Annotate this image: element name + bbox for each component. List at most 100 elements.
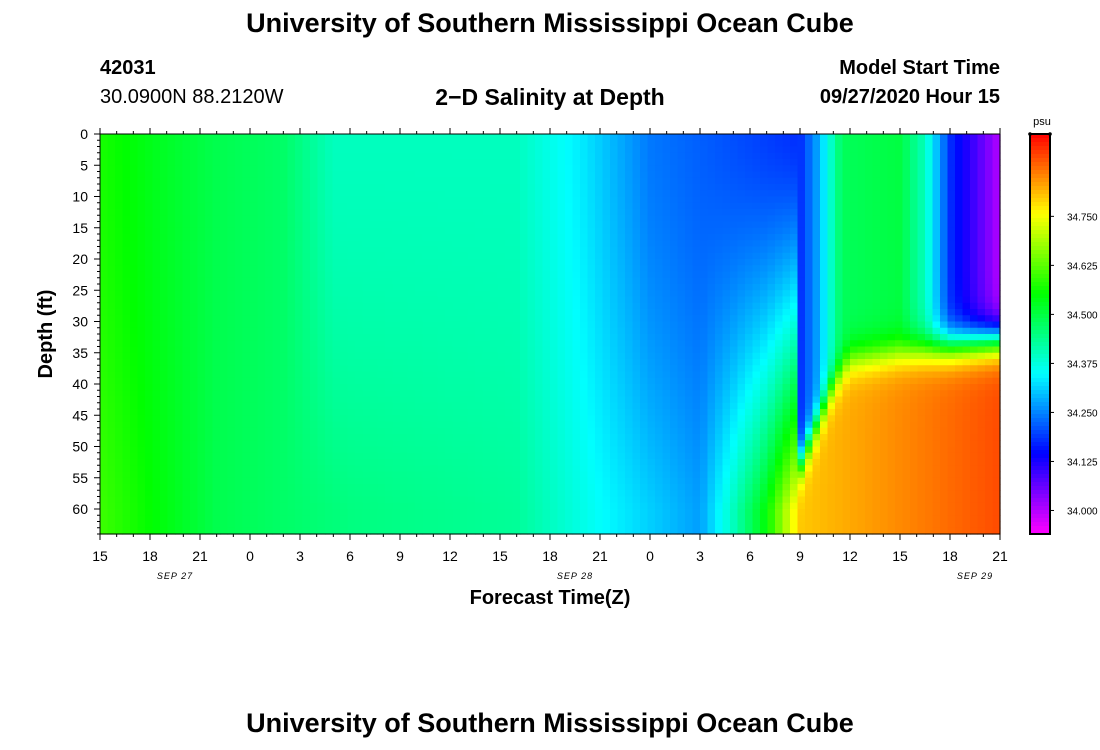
heatmap-cell: [242, 384, 251, 391]
heatmap-cell: [617, 434, 626, 441]
heatmap-cell: [295, 340, 304, 348]
heatmap-cell: [527, 365, 536, 373]
heatmap-cell: [520, 359, 529, 366]
heatmap-cell: [235, 177, 244, 185]
heatmap-cell: [625, 177, 634, 185]
heatmap-cell: [647, 177, 656, 185]
heatmap-cell: [152, 321, 161, 329]
heatmap-cell: [332, 321, 341, 329]
heatmap-cell: [310, 415, 319, 423]
heatmap-cell: [490, 346, 499, 354]
heatmap-cell: [152, 371, 161, 379]
heatmap-cell: [557, 177, 566, 185]
heatmap-cell: [587, 271, 596, 279]
heatmap-cell: [160, 227, 169, 235]
heatmap-cell: [280, 196, 289, 204]
heatmap-cell: [505, 302, 514, 310]
heatmap-cell: [460, 146, 469, 154]
heatmap-cell: [550, 440, 559, 448]
heatmap-cell: [257, 271, 266, 279]
heatmap-cell: [632, 484, 641, 491]
heatmap-cell: [302, 190, 311, 198]
heatmap-cell: [197, 209, 206, 216]
heatmap-cell: [122, 202, 131, 210]
heatmap-cell: [632, 146, 641, 154]
heatmap-cell: [677, 202, 686, 210]
heatmap-cell: [130, 234, 139, 241]
heatmap-cell: [550, 521, 559, 529]
heatmap-cell: [617, 471, 626, 479]
heatmap-cell: [310, 352, 319, 360]
heatmap-cell: [407, 146, 416, 154]
heatmap-cell: [205, 477, 214, 485]
heatmap-cell: [565, 227, 574, 235]
heatmap-cell: [587, 265, 596, 273]
heatmap-cell: [670, 271, 679, 279]
heatmap-cell: [302, 446, 311, 454]
heatmap-cell: [550, 515, 559, 523]
heatmap-cell: [220, 484, 229, 491]
heatmap-cell: [242, 134, 251, 141]
heatmap-cell: [670, 452, 679, 460]
heatmap-cell: [265, 459, 274, 466]
heatmap-cell: [392, 390, 401, 398]
heatmap-cell: [587, 177, 596, 185]
heatmap-cell: [610, 396, 619, 404]
heatmap-cell: [557, 227, 566, 235]
heatmap-cell: [175, 277, 184, 285]
heatmap-cell: [355, 277, 364, 285]
heatmap-cell: [625, 152, 634, 160]
heatmap-cell: [325, 190, 334, 198]
heatmap-cell: [602, 309, 611, 316]
heatmap-cell: [670, 171, 679, 179]
heatmap-cell: [122, 234, 131, 241]
heatmap-cell: [272, 196, 281, 204]
heatmap-cell: [565, 421, 574, 429]
heatmap-cell: [512, 215, 521, 223]
heatmap-cell: [610, 315, 619, 323]
heatmap-cell: [130, 334, 139, 341]
heatmap-cell: [130, 134, 139, 141]
heatmap-cell: [182, 171, 191, 179]
heatmap-cell: [362, 134, 371, 141]
heatmap-cell: [422, 152, 431, 160]
heatmap-cell: [205, 290, 214, 298]
heatmap-cell: [452, 440, 461, 448]
heatmap-cell: [220, 434, 229, 441]
heatmap-cell: [287, 302, 296, 310]
heatmap-cell: [610, 196, 619, 204]
heatmap-cell: [557, 421, 566, 429]
heatmap-cell: [340, 434, 349, 441]
heatmap-cell: [265, 321, 274, 329]
heatmap-cell: [302, 427, 311, 435]
heatmap-cell: [497, 452, 506, 460]
heatmap-cell: [302, 415, 311, 423]
heatmap-cell: [137, 202, 146, 210]
heatmap-cell: [445, 171, 454, 179]
heatmap-cell: [460, 277, 469, 285]
heatmap-cell: [265, 227, 274, 235]
heatmap-cell: [235, 265, 244, 273]
heatmap-cell: [655, 327, 664, 335]
heatmap-cell: [565, 434, 574, 441]
heatmap-cell: [595, 209, 604, 216]
heatmap-cell: [257, 296, 266, 304]
heatmap-cell: [107, 321, 116, 329]
heatmap-cell: [227, 340, 236, 348]
heatmap-cell: [107, 284, 116, 291]
heatmap-cell: [550, 227, 559, 235]
heatmap-cell: [610, 190, 619, 198]
heatmap-cell: [527, 134, 536, 141]
heatmap-cell: [437, 215, 446, 223]
heatmap-cell: [392, 146, 401, 154]
heatmap-cell: [377, 196, 386, 204]
heatmap-cell: [362, 527, 371, 535]
heatmap-cell: [115, 477, 124, 485]
heatmap-cell: [347, 190, 356, 198]
heatmap-cell: [437, 284, 446, 291]
heatmap-cell: [235, 496, 244, 504]
heatmap-cell: [512, 396, 521, 404]
heatmap-cell: [107, 340, 116, 348]
heatmap-cell: [370, 171, 379, 179]
heatmap-cell: [317, 302, 326, 310]
